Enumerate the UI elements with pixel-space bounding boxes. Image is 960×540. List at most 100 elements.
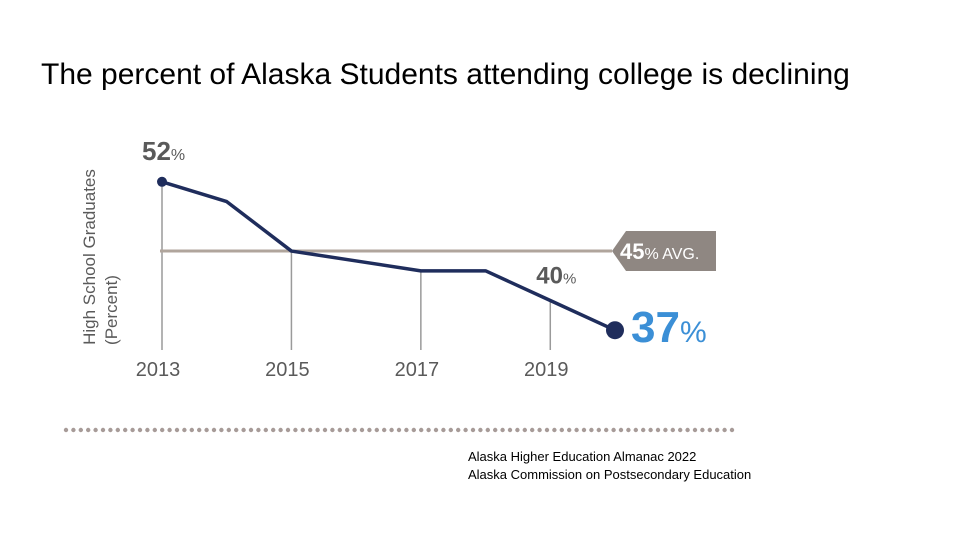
divider-dot — [367, 427, 372, 433]
divider-dot — [485, 427, 490, 433]
dotted-divider — [63, 427, 735, 433]
divider-dot — [359, 427, 365, 433]
divider-dot — [604, 427, 609, 433]
divider-dot — [700, 427, 705, 433]
divider-dot — [552, 427, 557, 433]
divider-dot — [537, 427, 542, 433]
divider-dot — [589, 427, 594, 433]
divider-dot — [559, 427, 564, 433]
divider-dot — [493, 427, 498, 433]
data-label: 40% — [536, 263, 576, 290]
divider-dot — [596, 427, 601, 433]
divider-dot — [478, 427, 483, 433]
divider-dot — [515, 427, 520, 433]
divider-dot — [707, 427, 712, 433]
y-axis-label-line2: (Percent) — [102, 275, 121, 345]
divider-dot — [463, 427, 468, 433]
divider-dot — [330, 427, 335, 433]
divider-dot — [308, 427, 313, 433]
divider-dot — [722, 427, 727, 433]
data-label-unit: % — [563, 271, 576, 288]
divider-dot — [278, 427, 283, 433]
divider-dot — [678, 427, 683, 433]
series-line — [161, 180, 616, 332]
divider-dot — [641, 427, 646, 433]
divider-dot — [670, 427, 675, 433]
divider-dot — [63, 427, 69, 433]
divider-dot — [574, 427, 579, 433]
divider-dot — [581, 427, 587, 433]
divider-dot — [352, 427, 357, 433]
average-badge-label: 45% AVG. — [620, 239, 699, 264]
divider-dot — [93, 427, 98, 433]
divider-dot — [715, 427, 720, 433]
divider-dot — [411, 427, 416, 433]
divider-dot — [130, 427, 135, 433]
divider-dot — [345, 427, 350, 433]
source-line-2: Alaska Commission on Postsecondary Educa… — [468, 467, 752, 482]
divider-dot — [685, 427, 690, 433]
divider-dot — [648, 427, 653, 433]
divider-dot — [729, 427, 735, 433]
data-label-unit: % — [171, 147, 185, 164]
x-tick-label: 2013 — [136, 359, 181, 381]
data-point-end — [606, 321, 624, 340]
data-label: 37% — [631, 303, 707, 352]
divider-dot — [219, 427, 224, 433]
divider-dot — [115, 427, 121, 433]
divider-dot — [522, 427, 527, 433]
divider-dot — [626, 427, 631, 433]
divider-dot — [204, 427, 209, 433]
divider-dot — [396, 427, 402, 433]
x-tick-label: 2015 — [265, 359, 310, 381]
divider-dot — [633, 427, 638, 433]
divider-dot — [285, 427, 291, 433]
x-tick-labels: 2013 2015 2017 2019 — [136, 359, 569, 381]
divider-dot — [78, 427, 84, 433]
divider-dot — [655, 427, 661, 433]
divider-dot — [315, 427, 320, 433]
data-label-number: 37 — [631, 303, 680, 352]
divider-dot — [248, 427, 254, 433]
divider-dot — [160, 427, 165, 433]
divider-dot — [441, 427, 446, 433]
x-tick-lines — [161, 181, 552, 350]
divider-dot — [382, 427, 387, 433]
divider-dot — [404, 427, 409, 433]
data-labels: 52% 40% 37% — [142, 136, 707, 352]
divider-dot — [544, 427, 550, 433]
divider-dot — [167, 427, 172, 433]
divider-dot — [174, 427, 180, 433]
divider-dot — [419, 427, 424, 433]
divider-dot — [692, 427, 698, 433]
divider-dot — [663, 427, 668, 433]
average-badge-number: 45 — [620, 239, 644, 264]
divider-dot — [300, 427, 305, 433]
divider-dot — [611, 427, 616, 433]
divider-dot — [530, 427, 535, 433]
data-label-number: 40 — [536, 263, 563, 290]
divider-dot — [241, 427, 246, 433]
divider-dot — [71, 427, 76, 433]
divider-dot — [507, 427, 513, 433]
source-line-1: Alaska Higher Education Almanac 2022 — [468, 449, 697, 464]
divider-dot — [145, 427, 150, 433]
y-axis-label-line1: High School Graduates — [80, 169, 99, 345]
data-label: 52% — [142, 136, 185, 166]
divider-dot — [108, 427, 113, 433]
data-point-start — [157, 176, 167, 187]
divider-dot — [182, 427, 187, 433]
divider-dot — [100, 427, 106, 433]
divider-dot — [234, 427, 239, 433]
source-citation: Alaska Higher Education Almanac 2022 Ala… — [468, 448, 751, 484]
divider-dot — [426, 427, 431, 433]
divider-dot — [263, 427, 268, 433]
divider-dot — [189, 427, 194, 433]
divider-dot — [256, 427, 261, 433]
divider-dot — [271, 427, 276, 433]
divider-dot — [567, 427, 572, 433]
divider-dot — [137, 427, 143, 433]
divider-dot — [433, 427, 439, 433]
divider-dot — [389, 427, 394, 433]
divider-dot — [86, 427, 91, 433]
